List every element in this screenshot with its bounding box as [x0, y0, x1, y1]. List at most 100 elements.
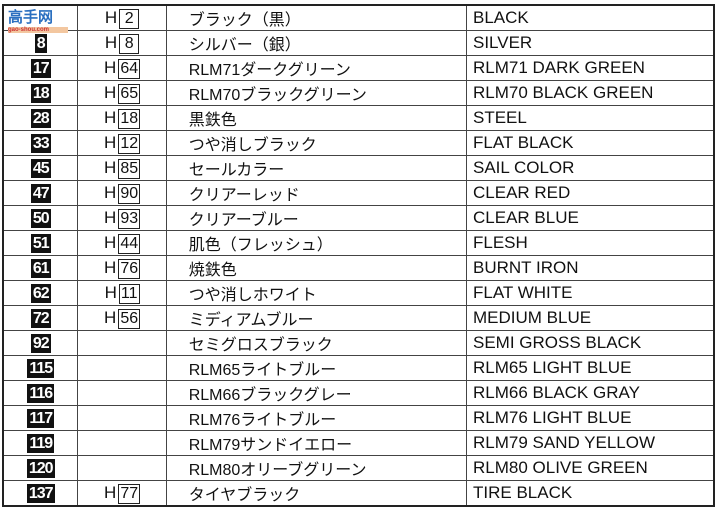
hobby-color-number: 90	[118, 183, 141, 204]
english-name: FLAT WHITE	[466, 280, 715, 306]
hobby-color-cell: H 44	[77, 230, 167, 256]
paint-number-cell: 51	[2, 230, 79, 256]
paint-number-cell: 50	[2, 205, 79, 231]
h-prefix: H	[104, 132, 117, 152]
table-row: 115 RLM65ライトブルー RLM65 LIGHT BLUE	[2, 355, 715, 381]
hobby-color-cell: H 56	[77, 305, 167, 331]
paint-number-badge: 18	[30, 84, 51, 103]
paint-number-badge: 120	[26, 459, 55, 478]
table-row: 62 H 11 つや消しホワイト FLAT WHITE	[2, 280, 715, 306]
paint-number-badge: 116	[27, 384, 55, 403]
table-row: 50 H 93 クリアーブルー CLEAR BLUE	[2, 205, 715, 231]
hobby-color-cell	[77, 355, 167, 381]
english-name: BURNT IRON	[466, 255, 715, 281]
paint-number-cell: 61	[2, 255, 79, 281]
h-prefix: H	[104, 82, 117, 102]
english-name: SAIL COLOR	[466, 155, 715, 181]
hobby-color-cell	[77, 455, 167, 481]
hobby-color-number: 85	[118, 158, 141, 179]
table-row: 72 H 56 ミディアムブルー MEDIUM BLUE	[2, 305, 715, 331]
japanese-name: クリアーレッド	[165, 180, 468, 206]
h-prefix: H	[104, 482, 117, 502]
japanese-name: RLM70ブラックグリーン	[165, 80, 468, 106]
paint-number-cell: 18	[2, 80, 79, 106]
table-row: 45 H 85 セールカラー SAIL COLOR	[2, 155, 715, 181]
japanese-name: RLM66ブラックグレー	[165, 380, 468, 406]
table-row: H 2 ブラック（黒） BLACK	[2, 4, 715, 31]
hobby-color-cell: H 85	[77, 155, 167, 181]
paint-number-badge: 92	[30, 334, 51, 353]
paint-number-cell: 116	[2, 380, 79, 406]
paint-number-badge: 61	[30, 259, 51, 278]
hobby-color-number: 56	[118, 308, 141, 329]
paint-number-cell: 8	[2, 30, 79, 56]
hobby-color-number: 11	[118, 283, 140, 304]
h-prefix: H	[104, 207, 117, 227]
h-prefix: H	[104, 157, 117, 177]
hobby-color-cell	[77, 330, 167, 356]
table-row: 28 H 18 黒鉄色 STEEL	[2, 105, 715, 131]
hobby-color-number: 77	[118, 483, 141, 504]
japanese-name: RLM76ライトブルー	[165, 405, 468, 431]
paint-number-cell: 47	[2, 180, 79, 206]
hobby-color-number: 64	[118, 58, 141, 79]
english-name: RLM65 LIGHT BLUE	[466, 355, 715, 381]
table-row: 117 RLM76ライトブルー RLM76 LIGHT BLUE	[2, 405, 715, 431]
english-name: TIRE BLACK	[466, 480, 715, 507]
japanese-name: RLM79サンドイエロー	[165, 430, 468, 456]
japanese-name: タイヤブラック	[165, 480, 468, 507]
japanese-name: セールカラー	[165, 155, 468, 181]
english-name: SILVER	[466, 30, 715, 56]
table-row: 116 RLM66ブラックグレー RLM66 BLACK GRAY	[2, 380, 715, 406]
hobby-color-cell	[77, 405, 167, 431]
paint-number-badge: 117	[27, 409, 55, 428]
japanese-name: RLM80オリーブグリーン	[165, 455, 468, 481]
h-prefix: H	[104, 7, 118, 27]
hobby-color-number: 65	[118, 83, 141, 104]
paint-number-badge: 115	[27, 359, 55, 378]
paint-number-cell: 117	[2, 405, 79, 431]
table-row: 33 H 12 つや消しブラック FLAT BLACK	[2, 130, 715, 156]
table-row: 92 セミグロスブラック SEMI GROSS BLACK	[2, 330, 715, 356]
paint-number-cell: 17	[2, 55, 79, 81]
paint-number-cell: 120	[2, 455, 79, 481]
english-name: STEEL	[466, 105, 715, 131]
table-row: 61 H 76 焼鉄色 BURNT IRON	[2, 255, 715, 281]
paint-number-badge: 119	[27, 434, 55, 453]
paint-number-badge: 45	[30, 159, 51, 178]
paint-number-badge: 62	[30, 284, 51, 303]
h-prefix: H	[104, 57, 117, 77]
hobby-color-cell: H 65	[77, 80, 167, 106]
paint-number-badge: 137	[26, 484, 55, 503]
paint-number-badge: 17	[30, 59, 51, 78]
japanese-name: RLM71ダークグリーン	[165, 55, 468, 81]
japanese-name: つや消しブラック	[165, 130, 468, 156]
paint-number-badge: 50	[30, 209, 51, 228]
hobby-color-number: 12	[118, 133, 141, 154]
table-row: 8 H 8 シルバー（銀） SILVER	[2, 30, 715, 56]
japanese-name: つや消しホワイト	[165, 280, 468, 306]
table-row: 51 H 44 肌色（フレッシュ） FLESH	[2, 230, 715, 256]
japanese-name: 黒鉄色	[165, 105, 468, 131]
h-prefix: H	[104, 307, 117, 327]
h-prefix: H	[104, 32, 118, 52]
hobby-color-cell: H 64	[77, 55, 167, 81]
h-prefix: H	[104, 232, 117, 252]
table-row: 120 RLM80オリーブグリーン RLM80 OLIVE GREEN	[2, 455, 715, 481]
paint-number-badge: 47	[30, 184, 51, 203]
hobby-color-number: 18	[118, 108, 141, 129]
english-name: RLM66 BLACK GRAY	[466, 380, 715, 406]
paint-number-cell: 62	[2, 280, 79, 306]
table-row: 17 H 64 RLM71ダークグリーン RLM71 DARK GREEN	[2, 55, 715, 81]
paint-number-badge: 8	[34, 34, 47, 53]
english-name: RLM80 OLIVE GREEN	[466, 455, 715, 481]
hobby-color-cell: H 93	[77, 205, 167, 231]
hobby-color-number: 76	[118, 258, 141, 279]
japanese-name: ミディアムブルー	[165, 305, 468, 331]
english-name: RLM70 BLACK GREEN	[466, 80, 715, 106]
hobby-color-number: 93	[118, 208, 141, 229]
japanese-name: RLM65ライトブルー	[165, 355, 468, 381]
english-name: FLESH	[466, 230, 715, 256]
table-row: 137 H 77 タイヤブラック TIRE BLACK	[2, 480, 715, 507]
